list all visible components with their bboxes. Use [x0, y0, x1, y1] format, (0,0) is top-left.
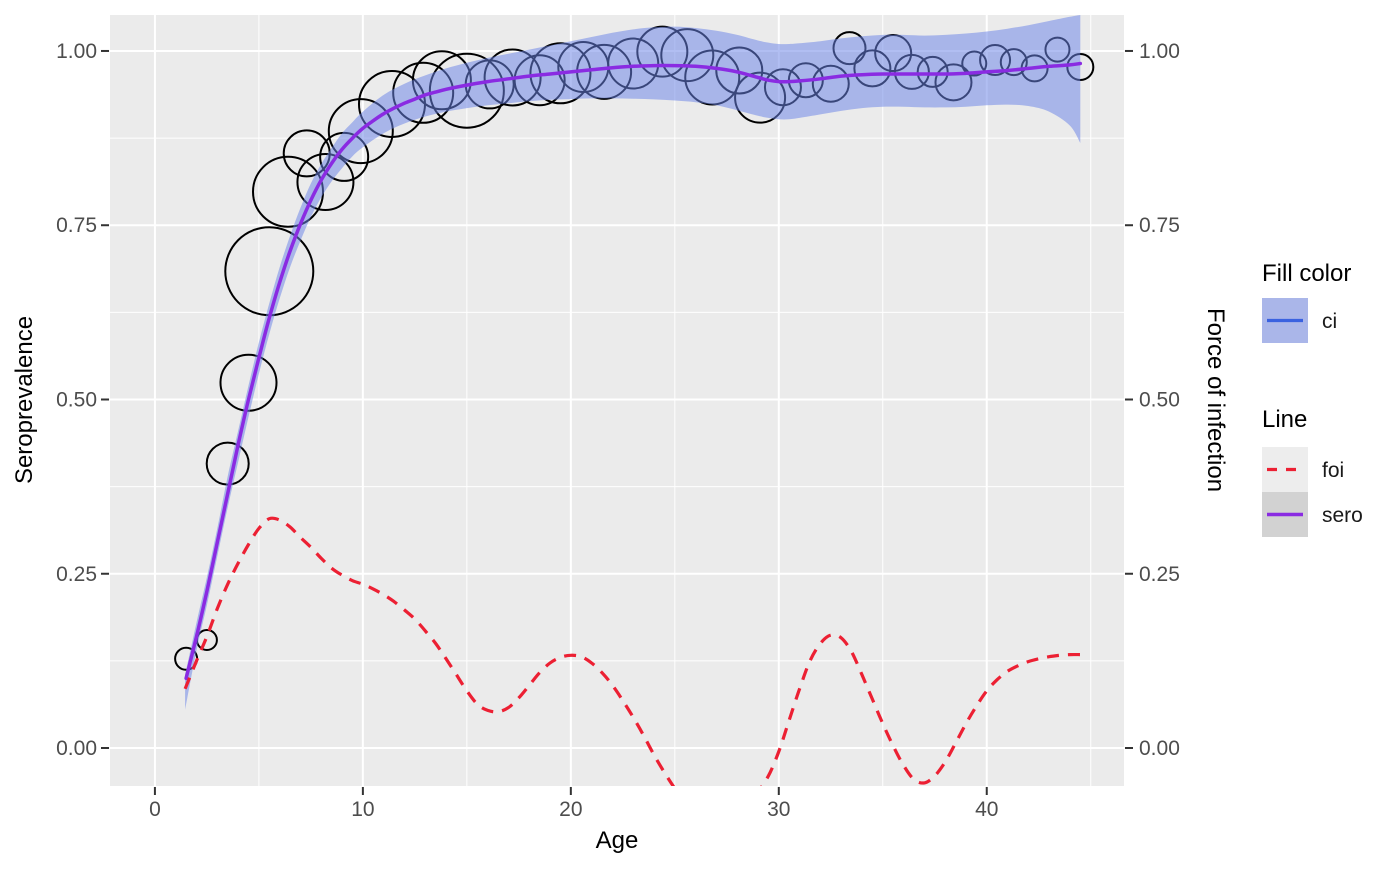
legend-fill-title: Fill color [1262, 260, 1351, 287]
y-right-tick-label: 0.00 [1139, 737, 1180, 760]
y-left-tick-label: 0.00 [56, 737, 97, 760]
y-right-tick-label: 1.00 [1139, 40, 1180, 63]
legend: Fill color ci Line foi sero [1262, 260, 1363, 537]
y-right-tick-label: 0.75 [1139, 214, 1180, 237]
sero-line [184, 61, 1083, 681]
x-tick-label: 10 [351, 798, 374, 821]
y-right-tick-label: 0.50 [1139, 388, 1180, 411]
ci-ribbon-layer [185, 15, 1081, 710]
y-left-tick-label: 0.25 [56, 563, 97, 586]
plot-panel [110, 15, 1124, 786]
legend-ci-label: ci [1322, 310, 1337, 333]
bubble [327, 98, 394, 165]
x-tick-label: 0 [149, 798, 161, 821]
y-left-tick-label: 1.00 [56, 40, 97, 63]
axis-tick-labels: 0 10 20 30 40 1.00 0.75 0.50 0.25 0.00 1.00 0.75 0.5… [56, 40, 1180, 821]
y-left-tick-label: 0.75 [56, 214, 97, 237]
legend-sero-label: sero [1322, 504, 1363, 527]
x-axis-title: Age [596, 827, 639, 854]
ci-ribbon [185, 15, 1081, 710]
legend-line-title: Line [1262, 406, 1307, 433]
axis-ticks [101, 49, 1133, 795]
y-right-tick-label: 0.25 [1139, 563, 1180, 586]
y-axis-title-left: Seroprevalence [11, 316, 38, 484]
x-tick-label: 40 [975, 798, 998, 821]
x-tick-label: 20 [559, 798, 582, 821]
y-left-tick-label: 0.50 [56, 388, 97, 411]
y-axis-title-right: Force of infection [1202, 308, 1229, 492]
foi-line [183, 516, 1081, 786]
lines-layer [183, 61, 1083, 786]
x-tick-label: 30 [767, 798, 790, 821]
bubble [296, 153, 355, 212]
legend-foi-label: foi [1322, 459, 1344, 482]
